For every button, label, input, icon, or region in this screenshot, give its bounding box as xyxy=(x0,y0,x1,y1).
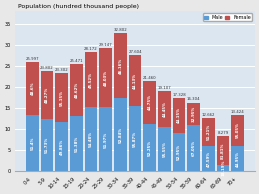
Bar xyxy=(188,103,200,125)
Text: 45.52%: 45.52% xyxy=(89,72,93,87)
Text: 52.25%: 52.25% xyxy=(148,140,152,156)
Text: 51.38%: 51.38% xyxy=(74,136,78,152)
Text: 48.27%: 48.27% xyxy=(45,87,49,103)
Text: 32.95%: 32.95% xyxy=(192,106,196,122)
Text: 25.997: 25.997 xyxy=(26,57,39,61)
Text: 47.59%: 47.59% xyxy=(206,151,210,167)
Text: 23.302: 23.302 xyxy=(55,68,69,72)
Text: Population (hundred thousand people): Population (hundred thousand people) xyxy=(18,4,139,9)
Text: 54.48%: 54.48% xyxy=(89,131,93,147)
Bar xyxy=(217,165,229,171)
Text: 55.87%: 55.87% xyxy=(133,131,137,147)
Text: 51.21%: 51.21% xyxy=(206,124,210,140)
Bar xyxy=(188,125,200,171)
Bar xyxy=(158,126,171,171)
Bar xyxy=(26,115,39,171)
Text: 23.802: 23.802 xyxy=(40,66,54,70)
Text: 81.81%: 81.81% xyxy=(221,143,225,159)
Bar xyxy=(202,146,215,171)
Text: 51.4%: 51.4% xyxy=(30,136,34,150)
Bar xyxy=(129,106,141,171)
Bar xyxy=(173,133,185,171)
Bar xyxy=(232,115,244,146)
Bar xyxy=(70,64,83,116)
Text: 18.19%: 18.19% xyxy=(221,160,225,176)
Text: 48.6%: 48.6% xyxy=(30,81,34,95)
Text: 48.03%: 48.03% xyxy=(104,70,108,86)
Bar xyxy=(173,98,185,133)
Text: 44.13%: 44.13% xyxy=(133,73,137,89)
Bar xyxy=(70,116,83,171)
Text: 55.55%: 55.55% xyxy=(162,141,166,157)
Bar xyxy=(158,91,171,126)
Bar xyxy=(85,107,97,171)
Text: 44.95%: 44.95% xyxy=(236,151,240,167)
Text: 19.107: 19.107 xyxy=(157,86,171,90)
Text: 13.424: 13.424 xyxy=(231,110,244,114)
Bar xyxy=(41,119,53,171)
Text: 55.15%: 55.15% xyxy=(60,90,64,106)
Text: 32.802: 32.802 xyxy=(113,28,127,32)
Text: 48.62%: 48.62% xyxy=(74,82,78,98)
Text: 12.662: 12.662 xyxy=(202,113,215,117)
Text: 44.45%: 44.45% xyxy=(162,101,166,117)
Text: 51.97%: 51.97% xyxy=(104,131,108,147)
Bar xyxy=(202,118,215,146)
Text: 52.95%: 52.95% xyxy=(177,144,181,160)
Text: 17.328: 17.328 xyxy=(172,93,186,97)
Text: 67.05%: 67.05% xyxy=(192,140,196,156)
Text: 51.73%: 51.73% xyxy=(45,137,49,153)
Text: 28.172: 28.172 xyxy=(84,47,98,51)
Text: 16.304: 16.304 xyxy=(187,97,200,101)
Bar xyxy=(99,107,112,171)
Bar xyxy=(217,136,229,165)
Bar xyxy=(129,55,141,106)
Text: 44.15%: 44.15% xyxy=(177,107,181,123)
Bar xyxy=(143,124,156,171)
Text: 27.604: 27.604 xyxy=(128,50,142,54)
Bar xyxy=(114,98,127,171)
Text: 55.05%: 55.05% xyxy=(236,122,240,138)
Bar xyxy=(85,52,97,107)
Text: 21.460: 21.460 xyxy=(143,76,156,80)
Text: 46.16%: 46.16% xyxy=(118,57,123,74)
Text: 29.147: 29.147 xyxy=(99,43,113,47)
Bar xyxy=(55,122,68,171)
Bar xyxy=(114,33,127,98)
Text: 44.75%: 44.75% xyxy=(148,94,152,110)
Text: 25.471: 25.471 xyxy=(70,59,83,63)
Bar xyxy=(143,81,156,124)
Bar xyxy=(232,146,244,171)
Text: 8.279: 8.279 xyxy=(217,131,229,135)
Bar xyxy=(55,73,68,122)
Legend: Male, Female: Male, Female xyxy=(203,13,253,21)
Text: 49.86%: 49.86% xyxy=(60,139,64,155)
Bar xyxy=(99,48,112,107)
Bar xyxy=(41,71,53,119)
Text: 52.84%: 52.84% xyxy=(118,127,123,143)
Bar xyxy=(26,62,39,115)
